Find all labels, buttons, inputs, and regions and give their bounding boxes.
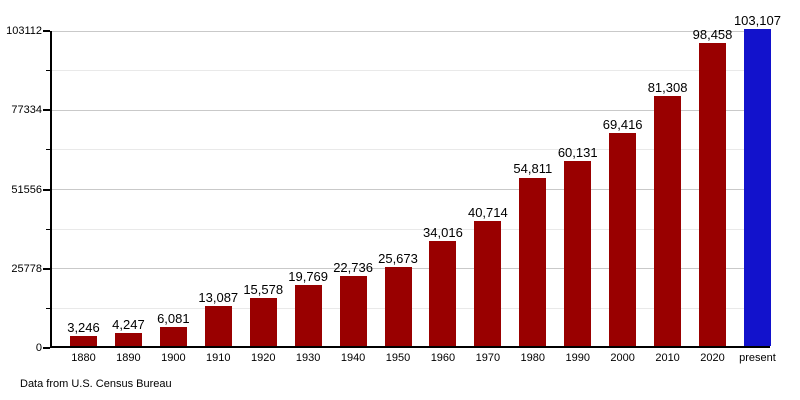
x-axis-label-1900: 1900 [161, 352, 186, 364]
x-axis-label-2010: 2010 [655, 352, 680, 364]
y-axis-tick-minor [46, 70, 50, 72]
y-axis-tick-label: 51556 [11, 183, 42, 196]
y-axis-tick-minor [46, 149, 50, 151]
bar-value-label: 15,578 [243, 282, 284, 298]
x-axis-label-1960: 1960 [430, 352, 456, 364]
y-axis-tick-major [43, 30, 50, 32]
y-axis-tick-label: 77334 [11, 104, 42, 117]
bar-value-label: 19,769 [288, 269, 329, 285]
y-axis-tick-label: 0 [35, 342, 42, 354]
x-axis-label-1890: 1890 [116, 352, 141, 364]
gridline-major [52, 189, 770, 190]
bar-value-label: 3,246 [67, 320, 100, 336]
x-axis-label-1970: 1970 [475, 352, 501, 364]
bar-value-label: 81,308 [647, 80, 688, 96]
bar-value-label: 34,016 [423, 225, 463, 241]
source-note: Data from U.S. Census Bureau [20, 378, 172, 390]
bar-value-label: 13,087 [198, 289, 239, 305]
bar-1900 [159, 327, 187, 346]
bar-2010 [654, 96, 682, 346]
bar-1980 [519, 177, 547, 346]
bar-1970 [474, 220, 502, 346]
x-axis-label-1910: 1910 [206, 352, 231, 364]
gridline-minor [52, 70, 770, 72]
bar-1940 [339, 276, 367, 346]
bar-2020 [699, 43, 727, 346]
y-axis-tick-major [43, 347, 50, 349]
y-axis-tick-major [43, 109, 50, 112]
y-axis-tick-minor [46, 228, 50, 230]
y-axis-tick-major [43, 188, 50, 191]
bar-value-label: 4,247 [112, 316, 145, 332]
bar-value-label: 22,736 [333, 260, 373, 276]
bar-value-label: 54,811 [513, 161, 553, 177]
x-axis-label-2020: 2020 [700, 352, 725, 364]
bar-1930 [294, 285, 322, 346]
x-axis-label-1880: 1880 [71, 352, 96, 364]
x-axis-label-1940: 1940 [340, 352, 366, 364]
bar-1910 [204, 305, 232, 346]
y-axis-tick-label: 25778 [11, 262, 42, 275]
bar-1920 [249, 298, 277, 346]
plot-area: 0 25778 51556 77334 103112 3,246 1880 4,247 1890… [6, 13, 781, 364]
bar-1960 [429, 241, 457, 346]
bar-value-label: 103,107 [733, 13, 781, 29]
bar-value-label: 69,416 [602, 116, 643, 132]
x-axis-label-1930: 1930 [295, 352, 321, 364]
gridline-minor [52, 149, 770, 151]
bar-2000 [609, 132, 637, 346]
x-axis-label-present: present [739, 352, 776, 364]
bar-value-label: 60,131 [557, 145, 598, 161]
bar-1890 [114, 332, 142, 346]
x-axis-label-1990: 1990 [565, 352, 590, 364]
bar-value-label: 25,673 [378, 251, 418, 267]
gridline-major [52, 109, 770, 111]
y-axis-tick-major [43, 267, 50, 270]
bar-value-label: 98,458 [692, 27, 733, 43]
bar-present [743, 29, 771, 346]
bar-value-label: 6,081 [157, 311, 190, 327]
bar-1880 [70, 336, 97, 346]
bar-1990 [564, 161, 592, 346]
gridline-major [52, 30, 770, 32]
x-axis-label-1980: 1980 [520, 352, 546, 364]
y-axis-tick-minor [46, 307, 50, 309]
bar-1950 [384, 267, 412, 346]
gridline-minor [52, 228, 770, 230]
y-axis-tick-label: 103112 [6, 25, 42, 37]
x-axis-label-1950: 1950 [385, 352, 411, 364]
x-axis-label-2000: 2000 [610, 352, 635, 364]
x-axis-label-1920: 1920 [250, 352, 276, 364]
bar-value-label: 40,714 [467, 204, 508, 220]
